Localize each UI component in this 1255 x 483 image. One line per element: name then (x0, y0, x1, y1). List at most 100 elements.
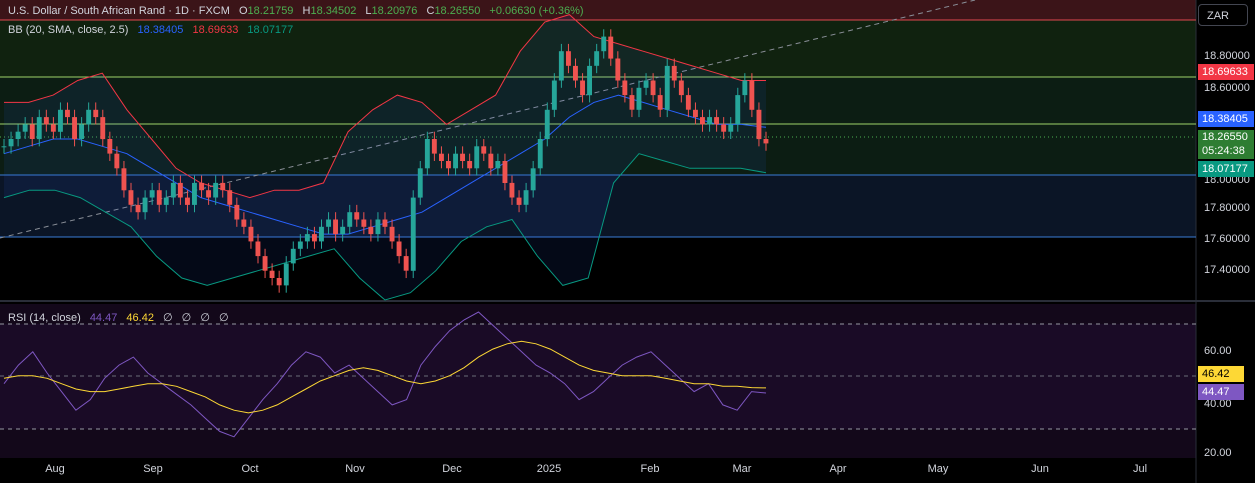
candle-body (467, 161, 473, 169)
price-tick-3: 17.60000 (1204, 233, 1250, 245)
ohlc-open: O18.21759 (239, 5, 293, 17)
candle-body (206, 190, 211, 198)
candle-body (8, 139, 14, 147)
candle-body (460, 153, 465, 161)
candle-body (114, 153, 120, 169)
candle-body (558, 51, 564, 81)
basis-tag: 18.38405 (1198, 111, 1254, 127)
candle-body (50, 124, 56, 132)
bb-label: BB (20, SMA, close, 2.5) (8, 24, 129, 36)
open-label: O (238, 5, 248, 17)
close-price-value: 18.26550 (1202, 131, 1248, 143)
candle-body (608, 36, 614, 59)
candle-body (382, 219, 388, 227)
high-value: 18.34502 (310, 5, 357, 17)
candle-body (742, 80, 748, 96)
candle-body (495, 161, 501, 169)
candle-body (693, 109, 698, 118)
candle-body (721, 124, 727, 132)
low-value: 18.20976 (371, 5, 418, 17)
rsi-value-tag: 44.47 (1198, 384, 1244, 400)
candle-body (43, 117, 49, 125)
currency-button[interactable]: ZAR (1198, 4, 1248, 26)
rsi-lines (3, 311, 767, 438)
candles (1, 29, 769, 293)
price-tick-0: 18.80000 (1204, 50, 1250, 62)
rsi-extra-4: ∅ (218, 312, 229, 324)
candle-body (156, 190, 162, 205)
rsi-extra-2: ∅ (181, 312, 192, 324)
candle-body (671, 65, 677, 81)
candle-body (763, 139, 769, 144)
ohlc-high: H18.34502 (303, 5, 357, 17)
candle-body (594, 51, 600, 66)
candle-body (29, 124, 35, 139)
close-label: C (426, 5, 435, 17)
candle-body (128, 190, 134, 205)
rsi-tick-2: 20.00 (1204, 447, 1232, 459)
candle-body (22, 124, 28, 132)
time-tick-aug: Aug (45, 463, 65, 475)
candle-body (319, 226, 324, 242)
candle-body (714, 117, 719, 125)
candle-body (537, 139, 543, 169)
candle-body (333, 219, 338, 235)
candle-body (488, 153, 494, 169)
candle-body (587, 65, 592, 96)
candle-body (375, 219, 381, 235)
candle-body (312, 234, 317, 242)
candle-body (523, 190, 529, 205)
candle-body (93, 109, 99, 118)
candle-body (192, 182, 197, 205)
candle-body (707, 117, 712, 125)
candle-body (121, 168, 127, 191)
candle-body (65, 109, 70, 118)
candle-body (728, 124, 734, 132)
time-tick-dec: Dec (442, 463, 462, 475)
candle-body (185, 197, 190, 205)
candle-body (368, 226, 374, 235)
candle-body (354, 212, 360, 220)
bb-legend[interactable]: BB (20, SMA, close, 2.5) 18.38405 18.696… (8, 24, 299, 36)
candle-body (573, 65, 578, 81)
candle-body (544, 109, 550, 140)
candle-body (417, 168, 423, 198)
candle-body (481, 146, 487, 154)
rsi-tick-0: 60.00 (1204, 345, 1232, 357)
rsi-ma-line (3, 340, 767, 414)
candle-body (474, 146, 480, 169)
rsi-extra-3: ∅ (200, 312, 210, 324)
time-tick-sep: Sep (143, 463, 163, 475)
time-tick-oct: Oct (241, 463, 259, 475)
candle-body (107, 139, 113, 154)
candle-body (749, 80, 755, 110)
candle-body (72, 117, 77, 140)
candle-body (142, 197, 148, 213)
rsi-tick-1: 40.00 (1204, 398, 1232, 410)
price-tick-1: 18.60000 (1204, 82, 1250, 94)
price-zone-top (0, 0, 1196, 20)
time-tick-mar: Mar (732, 463, 752, 475)
rsi-value: 44.47 (89, 312, 118, 324)
candle-body (678, 80, 684, 96)
symbol-title[interactable]: U.S. Dollar / South African Rand · 1D · … (8, 5, 230, 17)
candle-body (657, 95, 663, 110)
candle-body (629, 95, 635, 110)
candle-body (199, 182, 204, 191)
bb-upper-value: 18.69633 (192, 24, 239, 36)
candle-body (650, 80, 656, 96)
candle-body (255, 241, 261, 257)
candle-body (227, 190, 233, 205)
open-value: 18.21759 (247, 5, 294, 17)
candle-body (643, 80, 649, 88)
candle-body (735, 95, 741, 125)
bb-lower-line (3, 153, 767, 301)
candle-body (290, 248, 296, 264)
candle-body (361, 219, 367, 227)
rsi-legend[interactable]: RSI (14, close) 44.47 46.42 ∅ ∅ ∅ ∅ (8, 311, 235, 324)
time-tick-may: May (927, 463, 949, 475)
bb-lower-value: 18.07177 (247, 24, 294, 36)
candle-body (566, 51, 571, 66)
rsi-ma-value: 46.42 (126, 312, 154, 324)
